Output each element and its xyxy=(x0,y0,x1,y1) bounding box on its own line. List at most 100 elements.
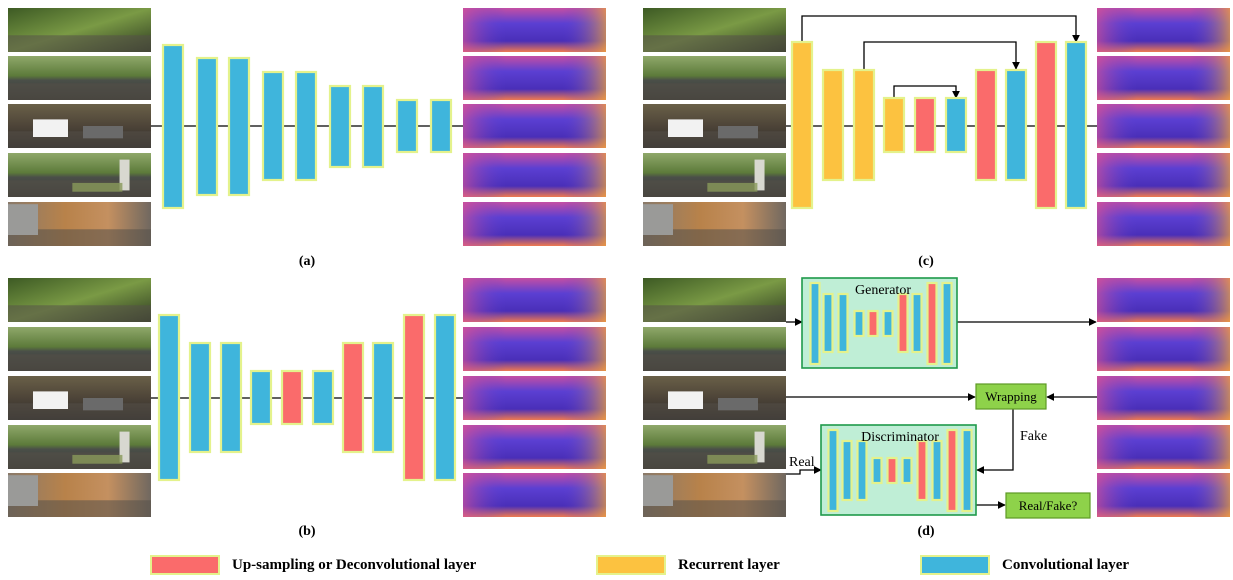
d-photo xyxy=(643,376,786,420)
discriminator-layer xyxy=(827,428,839,513)
legend-conv: Convolutional layer xyxy=(920,552,1129,578)
discriminator-layer xyxy=(961,428,973,513)
diagram-d-overlay: Generator Discriminator Wrapping Real/Fake?… xyxy=(789,277,1091,519)
c-layer xyxy=(1034,40,1058,210)
b-depth xyxy=(463,376,606,420)
a-depth xyxy=(463,56,606,100)
a-conv-layer xyxy=(227,56,251,197)
legend-upsample-swatch xyxy=(150,555,220,575)
c-skip-inner xyxy=(893,85,960,99)
c-layer xyxy=(913,96,937,154)
c-layer xyxy=(944,96,968,154)
discriminator-layer xyxy=(871,456,883,485)
caption-b: (b) xyxy=(298,524,316,539)
b-photo xyxy=(8,278,151,322)
generator-layer xyxy=(897,292,909,354)
b-layer xyxy=(371,341,395,454)
discriminator-layer xyxy=(946,428,958,513)
legend-conv-swatch xyxy=(920,555,990,575)
b-layer xyxy=(188,341,212,454)
a-conv-layer xyxy=(294,70,318,182)
generator-layer xyxy=(822,292,834,354)
d-photo xyxy=(643,278,786,322)
d-photo xyxy=(643,473,786,517)
generator-label: Generator xyxy=(855,283,911,298)
b-photo xyxy=(8,376,151,420)
legend-recurrent-swatch xyxy=(596,555,666,575)
c-depth xyxy=(1097,104,1230,148)
a-photo xyxy=(8,202,151,246)
a-depth xyxy=(463,8,606,52)
generator-layer xyxy=(911,292,923,354)
realfake-label: Real/Fake? xyxy=(1019,498,1078,513)
c-photo xyxy=(643,153,786,197)
fake-label: Fake xyxy=(1020,429,1047,444)
c-layer xyxy=(852,68,876,182)
c-photo xyxy=(643,104,786,148)
wrapping-label: Wrapping xyxy=(985,389,1037,404)
discriminator-layer xyxy=(841,439,853,502)
b-layer xyxy=(157,313,181,482)
c-depth xyxy=(1097,56,1230,100)
discriminator-layer xyxy=(931,439,943,502)
caption-d: (d) xyxy=(917,524,935,539)
b-photo xyxy=(8,425,151,469)
a-photo xyxy=(8,56,151,100)
a-conv-layer xyxy=(261,70,285,182)
a-conv-layer xyxy=(195,56,219,197)
c-photo xyxy=(643,8,786,52)
generator-layer xyxy=(867,309,879,338)
d-arrow-fake xyxy=(976,409,1014,474)
d-depth xyxy=(1097,327,1230,371)
a-conv-layer xyxy=(361,84,385,169)
a-depth xyxy=(463,202,606,246)
legend-conv-label: Convolutional layer xyxy=(1002,556,1130,573)
b-photo xyxy=(8,327,151,371)
c-layer xyxy=(1004,68,1028,182)
a-photo xyxy=(8,8,151,52)
real-label: Real xyxy=(789,455,815,470)
legend-upsample: Up-sampling or Deconvolutional layer xyxy=(150,552,476,578)
input-photos xyxy=(8,8,786,517)
wrapping-box xyxy=(975,383,1047,410)
b-photo xyxy=(8,473,151,517)
depth-maps xyxy=(463,8,1230,517)
a-photo xyxy=(8,104,151,148)
c-layer xyxy=(790,40,814,210)
generator-layer xyxy=(837,292,849,354)
c-layer xyxy=(821,68,845,182)
discriminator-layer xyxy=(916,439,928,502)
generator-layer xyxy=(882,309,894,338)
discriminator-layer xyxy=(856,439,868,502)
generator-layer xyxy=(941,281,953,366)
discriminator-layer xyxy=(901,456,913,485)
c-layer xyxy=(882,96,906,154)
discriminator-layer xyxy=(886,456,898,485)
a-depth xyxy=(463,153,606,197)
d-depth xyxy=(1097,473,1230,517)
a-conv-layer xyxy=(328,84,352,169)
b-layer xyxy=(341,341,365,454)
a-conv-layer xyxy=(395,98,419,154)
d-depth xyxy=(1097,376,1230,420)
c-depth xyxy=(1097,8,1230,52)
network-layers xyxy=(157,40,1088,482)
b-layer xyxy=(311,369,335,426)
b-depth xyxy=(463,425,606,469)
a-depth xyxy=(463,104,606,148)
c-skip-middle xyxy=(863,41,1020,70)
c-layer xyxy=(974,68,998,182)
c-photo xyxy=(643,56,786,100)
b-layer xyxy=(433,313,457,482)
d-photo xyxy=(643,425,786,469)
b-depth xyxy=(463,473,606,517)
caption-a: (a) xyxy=(298,254,316,269)
b-layer xyxy=(402,313,426,482)
d-depth xyxy=(1097,425,1230,469)
c-photo xyxy=(643,202,786,246)
legend-recurrent: Recurrent layer xyxy=(596,552,780,578)
b-layer xyxy=(249,369,273,426)
discriminator-label: Discriminator xyxy=(861,430,939,445)
b-depth xyxy=(463,278,606,322)
